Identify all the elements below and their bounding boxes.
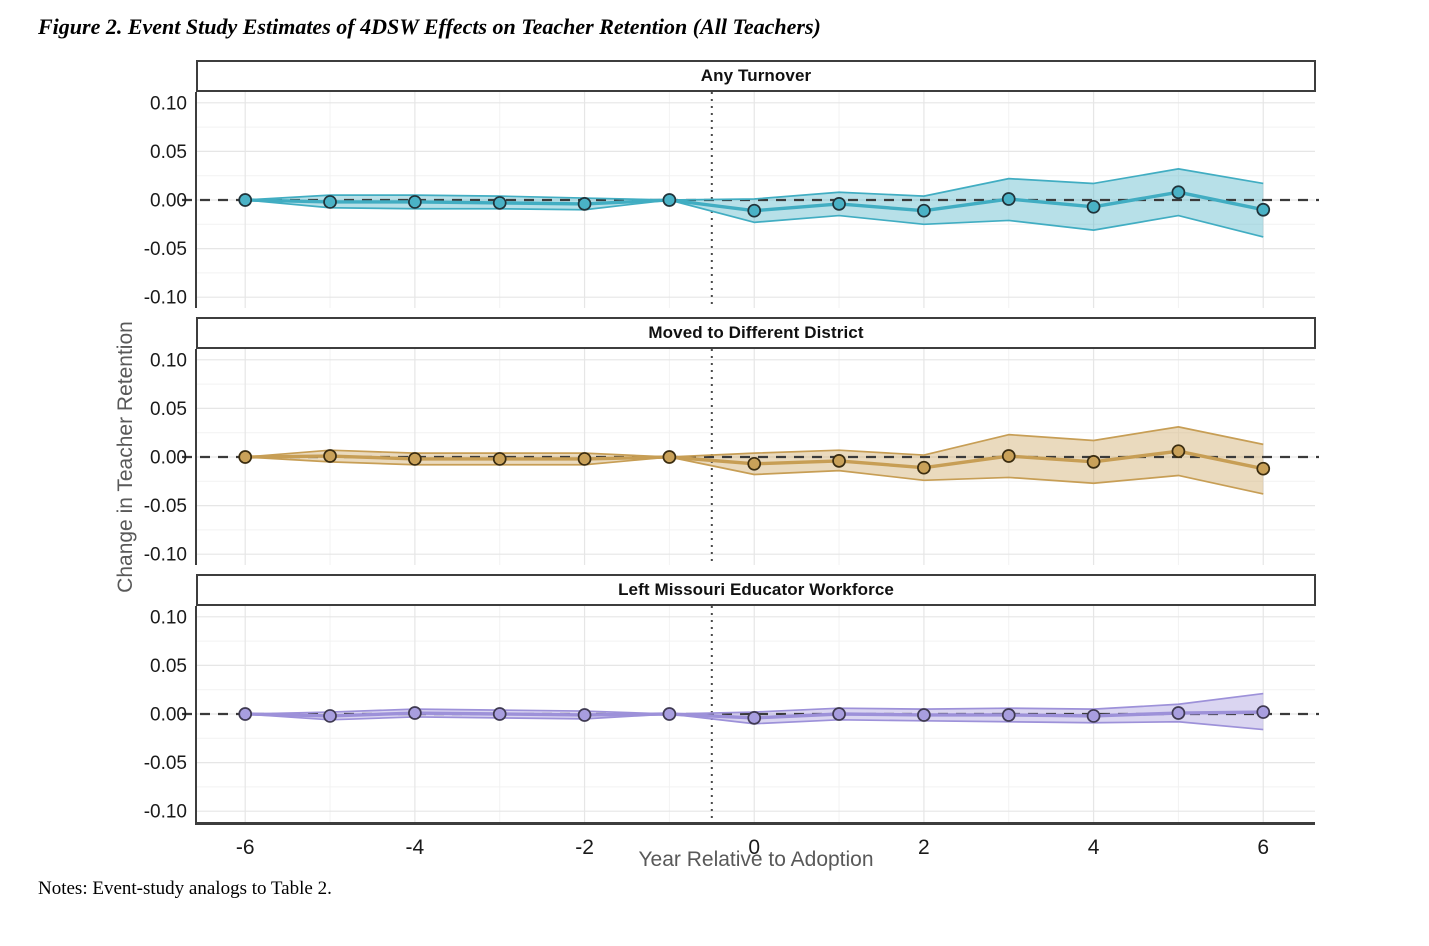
svg-text:-6: -6: [236, 836, 255, 859]
panel-header-moved-district: Moved to Different District: [196, 317, 1316, 349]
svg-text:-0.05: -0.05: [144, 496, 187, 517]
plot-left-workforce: 0.10 0.05 0.00 -0.05 -0.10 -6 -4 -2 0 2 4 6: [144, 606, 1319, 859]
plot-any-turnover: 0.10 0.05 0.00 -0.05 -0.10: [144, 92, 1319, 309]
svg-text:-0.10: -0.10: [144, 288, 187, 309]
svg-text:2: 2: [918, 836, 930, 859]
svg-text:0.00: 0.00: [150, 191, 187, 212]
svg-text:0.10: 0.10: [150, 607, 187, 628]
x-axis-title: Year Relative to Adoption: [638, 848, 874, 871]
svg-text:6: 6: [1257, 836, 1269, 859]
svg-text:-0.10: -0.10: [144, 545, 187, 566]
svg-text:0.05: 0.05: [150, 399, 187, 420]
panel-header-any-turnover: Any Turnover: [196, 60, 1316, 92]
svg-text:-0.05: -0.05: [144, 239, 187, 260]
svg-text:0.10: 0.10: [150, 93, 187, 114]
svg-text:-0.10: -0.10: [144, 802, 187, 823]
svg-text:-0.05: -0.05: [144, 753, 187, 774]
svg-text:-4: -4: [406, 836, 425, 859]
svg-text:0: 0: [748, 836, 760, 859]
plot-moved-district: 0.10 0.05 0.00 -0.05 -0.10: [144, 349, 1319, 566]
svg-text:4: 4: [1088, 836, 1100, 859]
figure-title: Figure 2. Event Study Estimates of 4DSW …: [38, 14, 821, 39]
svg-text:0.00: 0.00: [150, 448, 187, 469]
y-axis-title: Change in Teacher Retention: [114, 321, 137, 593]
svg-text:0.05: 0.05: [150, 656, 187, 677]
svg-text:0.05: 0.05: [150, 142, 187, 163]
figure-notes: Notes: Event-study analogs to Table 2.: [38, 878, 332, 899]
svg-text:0.10: 0.10: [150, 350, 187, 371]
panel-header-left-workforce: Left Missouri Educator Workforce: [196, 574, 1316, 606]
svg-text:-2: -2: [575, 836, 594, 859]
svg-text:0.00: 0.00: [150, 705, 187, 726]
